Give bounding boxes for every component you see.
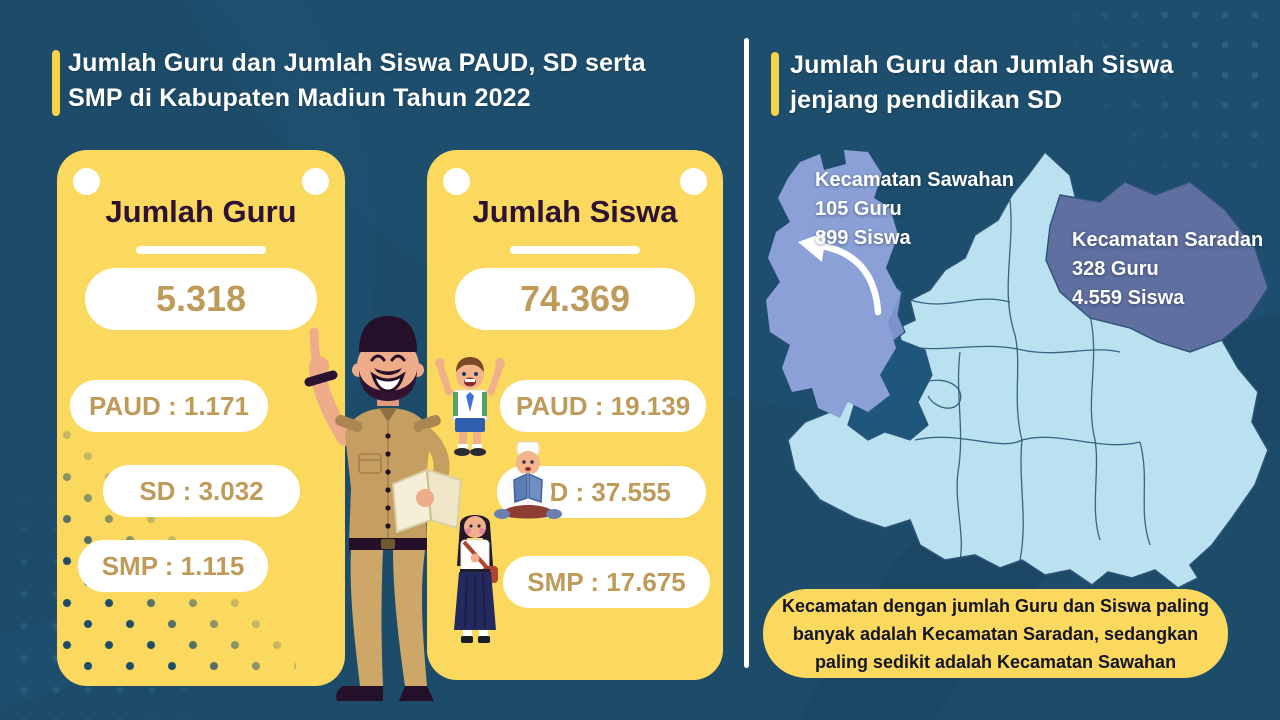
saradan-label: Kecamatan Saradan 328 Guru 4.559 Siswa [1072,226,1263,313]
guru-total-pill: 5.318 [85,268,317,330]
left-title-accent-bar [52,50,60,116]
student-girl-illustration [454,515,498,643]
sawahan-siswa: 899 Siswa [815,227,911,249]
conclusion-note: Kecamatan dengan jumlah Guru dan Siswa p… [763,589,1228,678]
left-page-title: Jumlah Guru dan Jumlah Siswa PAUD, SD se… [68,46,646,116]
siswa-smp-pill: SMP : 17.675 [503,556,710,608]
guru-paud-pill: PAUD : 1.171 [70,380,268,432]
saradan-siswa: 4.559 Siswa [1072,287,1185,309]
right-title-line1: Jumlah Guru dan Jumlah Siswa [790,51,1174,79]
card-pin-icon [443,168,470,195]
siswa-paud-pill: PAUD : 19.139 [500,380,706,432]
note-line2: banyak adalah Kecamatan Saradan, sedangk… [792,623,1199,644]
guru-smp-pill: SMP : 1.115 [78,540,268,592]
left-title-line1: Jumlah Guru dan Jumlah Siswa PAUD, SD se… [68,49,646,77]
left-title-line2: SMP di Kabupaten Madiun Tahun 2022 [68,84,531,112]
siswa-card-title: Jumlah Siswa [472,194,678,229]
student-boy-reading-illustration [494,441,562,519]
card-pin-icon [73,168,100,195]
madiun-map [760,140,1280,600]
right-page-title: Jumlah Guru dan Jumlah Siswa jenjang pen… [790,48,1173,118]
sawahan-name: Kecamatan Sawahan [815,169,1014,191]
card-pin-icon [680,168,707,195]
arrow-icon [798,232,882,316]
student-boy-cheering-illustration [435,357,505,456]
siswa-total-pill: 74.369 [455,268,695,330]
note-line3: paling sedikit adalah Kecamatan Sawahan [814,651,1177,672]
dot-pattern-decoration [1000,0,1280,170]
map-region-sawahan-callout [766,150,900,418]
note-line1: Kecamatan dengan jumlah Guru dan Siswa p… [781,595,1210,616]
map-region-saradan [1045,181,1269,353]
right-title-accent-bar [771,52,779,116]
saradan-guru: 328 Guru [1072,258,1159,280]
guru-card: Jumlah Guru 5.318 PAUD : 1.171 SD : 3.03… [57,150,345,686]
madiun-map-svg [766,150,1269,589]
guru-sd-pill: SD : 3.032 [103,465,300,517]
sawahan-label: Kecamatan Sawahan 105 Guru 899 Siswa [815,166,1014,253]
title-underline [510,246,640,254]
title-underline [136,246,266,254]
section-divider [744,38,749,668]
saradan-name: Kecamatan Saradan [1072,229,1264,251]
sawahan-guru: 105 Guru [815,198,902,220]
teacher-illustration [304,316,463,701]
guru-card-title: Jumlah Guru [105,194,297,229]
right-title-line2: jenjang pendidikan SD [790,86,1063,114]
card-pin-icon [302,168,329,195]
